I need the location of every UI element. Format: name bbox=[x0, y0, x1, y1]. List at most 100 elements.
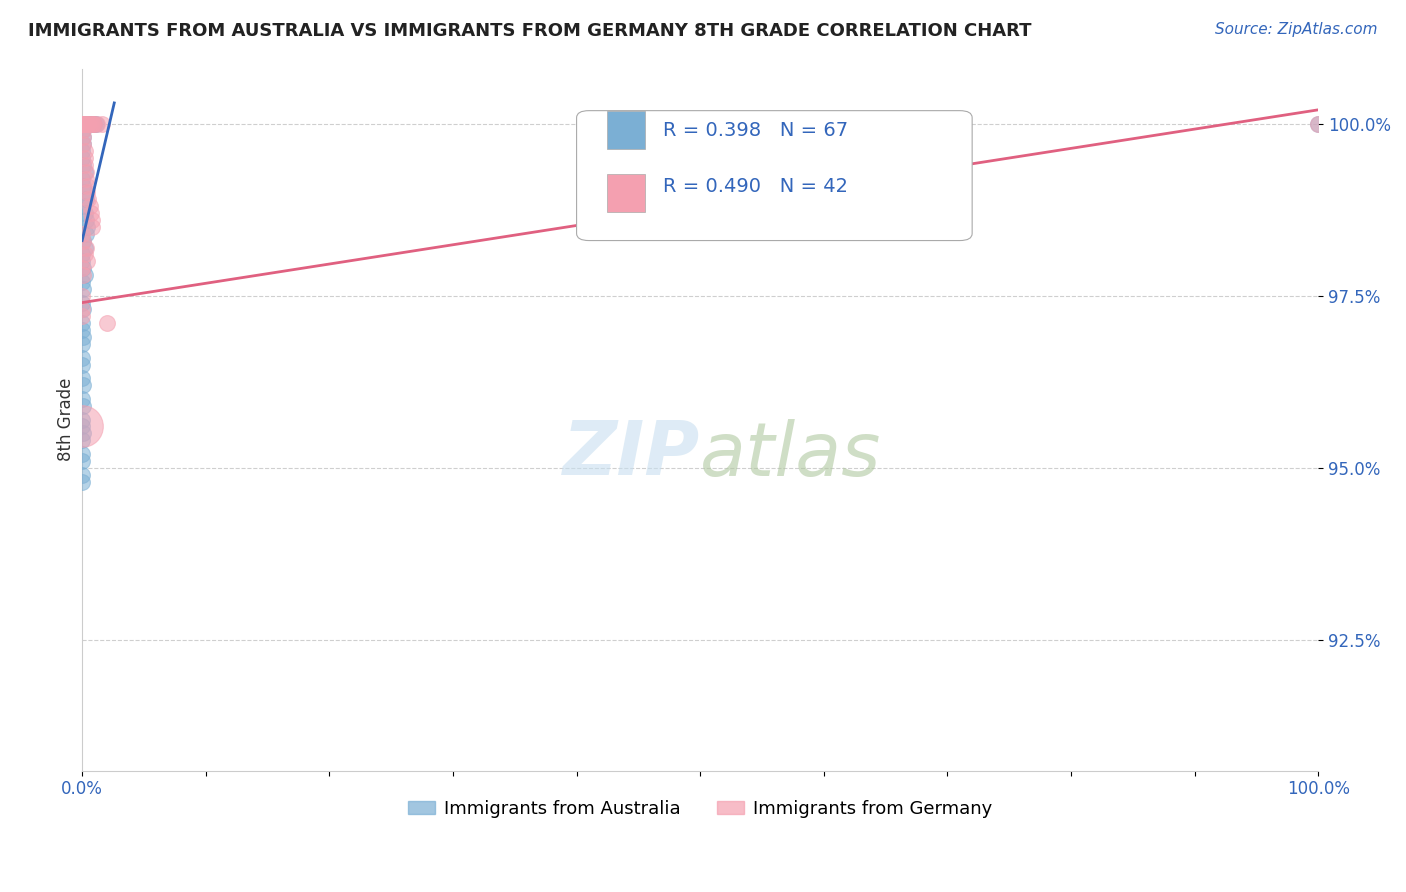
Immigrants from Australia bbox=[70, 254, 93, 268]
Immigrants from Germany bbox=[70, 302, 93, 317]
Immigrants from Australia bbox=[82, 117, 104, 131]
Immigrants from Germany bbox=[80, 213, 103, 227]
Immigrants from Australia bbox=[70, 295, 93, 310]
Immigrants from Australia bbox=[70, 117, 93, 131]
Immigrants from Germany bbox=[72, 130, 94, 145]
Immigrants from Australia bbox=[72, 330, 94, 344]
Immigrants from Australia bbox=[73, 206, 96, 220]
Y-axis label: 8th Grade: 8th Grade bbox=[58, 378, 75, 461]
Immigrants from Australia bbox=[70, 337, 93, 351]
Immigrants from Australia bbox=[70, 117, 93, 131]
Immigrants from Australia bbox=[1308, 117, 1330, 131]
Text: IMMIGRANTS FROM AUSTRALIA VS IMMIGRANTS FROM GERMANY 8TH GRADE CORRELATION CHART: IMMIGRANTS FROM AUSTRALIA VS IMMIGRANTS … bbox=[28, 22, 1032, 40]
Immigrants from Australia bbox=[72, 178, 94, 193]
Immigrants from Australia bbox=[70, 371, 93, 385]
Immigrants from Germany bbox=[72, 268, 94, 282]
Immigrants from Australia bbox=[75, 117, 97, 131]
Immigrants from Australia bbox=[70, 117, 93, 131]
Immigrants from Australia bbox=[80, 117, 103, 131]
Immigrants from Australia bbox=[72, 137, 94, 152]
Immigrants from Germany bbox=[76, 178, 98, 193]
Immigrants from Germany bbox=[82, 117, 104, 131]
Immigrants from Australia bbox=[72, 378, 94, 392]
Immigrants from Australia bbox=[70, 275, 93, 289]
Immigrants from Germany bbox=[96, 316, 118, 330]
Immigrants from Australia bbox=[70, 447, 93, 461]
Immigrants from Australia bbox=[73, 165, 96, 179]
Immigrants from Australia bbox=[70, 117, 93, 131]
Immigrants from Australia bbox=[80, 117, 103, 131]
FancyBboxPatch shape bbox=[576, 111, 972, 241]
Immigrants from Australia bbox=[70, 247, 93, 261]
Immigrants from Germany bbox=[70, 117, 93, 131]
Immigrants from Australia bbox=[70, 117, 93, 131]
Immigrants from Australia bbox=[70, 117, 93, 131]
Immigrants from Australia bbox=[72, 399, 94, 413]
Text: ZIP: ZIP bbox=[562, 418, 700, 491]
Immigrants from Australia bbox=[70, 323, 93, 337]
Immigrants from Germany bbox=[80, 206, 103, 220]
Bar bbox=[607, 111, 644, 149]
Immigrants from Germany bbox=[76, 254, 98, 268]
Immigrants from Germany bbox=[70, 117, 93, 131]
Immigrants from Australia bbox=[73, 117, 96, 131]
Immigrants from Germany bbox=[70, 261, 93, 276]
Immigrants from Germany bbox=[76, 117, 98, 131]
Immigrants from Australia bbox=[70, 117, 93, 131]
Immigrants from Australia bbox=[70, 419, 93, 434]
Immigrants from Australia bbox=[72, 130, 94, 145]
Immigrants from Australia bbox=[70, 151, 93, 165]
Immigrants from Australia bbox=[84, 117, 107, 131]
Immigrants from Germany bbox=[70, 288, 93, 302]
Immigrants from Germany bbox=[70, 310, 93, 324]
Immigrants from Germany bbox=[70, 227, 93, 241]
Immigrants from Australia bbox=[72, 199, 94, 213]
Immigrants from Germany bbox=[1308, 117, 1330, 131]
Immigrants from Germany bbox=[75, 165, 97, 179]
Immigrants from Australia bbox=[73, 186, 96, 200]
Immigrants from Germany bbox=[79, 199, 101, 213]
Immigrants from Australia bbox=[70, 316, 93, 330]
Immigrants from Australia bbox=[70, 454, 93, 468]
Immigrants from Australia bbox=[72, 282, 94, 296]
Immigrants from Australia bbox=[72, 261, 94, 276]
Text: R = 0.398   N = 67: R = 0.398 N = 67 bbox=[664, 121, 848, 140]
Immigrants from Australia bbox=[72, 158, 94, 172]
Immigrants from Germany bbox=[70, 117, 93, 131]
Immigrants from Germany bbox=[73, 117, 96, 131]
Immigrants from Germany bbox=[86, 117, 108, 131]
Immigrants from Australia bbox=[70, 117, 93, 131]
Immigrants from Australia bbox=[75, 213, 97, 227]
Immigrants from Germany bbox=[72, 234, 94, 248]
Immigrants from Australia bbox=[70, 351, 93, 365]
Immigrants from Australia bbox=[76, 219, 98, 234]
Immigrants from Australia bbox=[70, 117, 93, 131]
Immigrants from Australia bbox=[73, 268, 96, 282]
Immigrants from Germany bbox=[70, 117, 93, 131]
Immigrants from Australia bbox=[72, 123, 94, 137]
Text: atlas: atlas bbox=[700, 418, 882, 491]
Immigrants from Germany bbox=[77, 192, 100, 206]
Immigrants from Germany bbox=[77, 117, 100, 131]
Immigrants from Australia bbox=[75, 192, 97, 206]
Immigrants from Australia bbox=[75, 227, 97, 241]
Immigrants from Australia bbox=[72, 426, 94, 441]
Immigrants from Australia bbox=[72, 302, 94, 317]
Immigrants from Australia bbox=[76, 117, 98, 131]
Immigrants from Australia bbox=[70, 117, 93, 131]
Immigrants from Australia bbox=[79, 117, 101, 131]
Immigrants from Germany bbox=[83, 117, 105, 131]
Immigrants from Australia bbox=[70, 171, 93, 186]
Text: R = 0.490   N = 42: R = 0.490 N = 42 bbox=[664, 178, 848, 196]
Immigrants from Australia bbox=[73, 240, 96, 254]
Immigrants from Germany bbox=[73, 151, 96, 165]
Immigrants from Australia bbox=[72, 234, 94, 248]
Immigrants from Germany bbox=[79, 117, 101, 131]
Immigrants from Australia bbox=[70, 144, 93, 158]
Immigrants from Australia bbox=[70, 412, 93, 426]
Immigrants from Germany bbox=[80, 117, 103, 131]
Immigrants from Australia bbox=[70, 117, 93, 131]
Text: Source: ZipAtlas.com: Source: ZipAtlas.com bbox=[1215, 22, 1378, 37]
Immigrants from Germany bbox=[73, 158, 96, 172]
Immigrants from Australia bbox=[77, 117, 100, 131]
